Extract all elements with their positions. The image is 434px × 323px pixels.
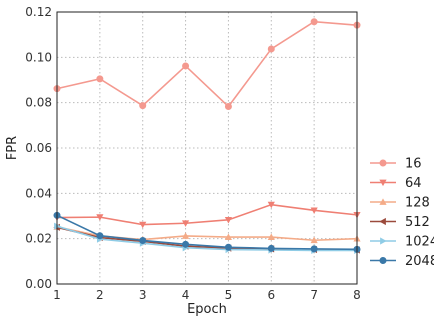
y-tick-label: 0.02	[25, 232, 52, 246]
legend-label: 128	[405, 196, 430, 211]
data-point	[224, 243, 232, 251]
x-axis-label: Epoch	[187, 302, 227, 317]
y-tick-label: 0.04	[25, 186, 52, 200]
y-tick-label: 0.12	[25, 5, 52, 19]
legend-marker	[379, 217, 386, 226]
y-axis-ticks: 0.00 0.02 0.04 0.06 0.08 0.10 0.12	[25, 5, 52, 291]
data-point	[267, 244, 275, 252]
grid	[56, 11, 358, 285]
legend-label: 2048	[405, 254, 434, 269]
y-tick-label: 0.10	[25, 50, 52, 64]
data-point	[224, 103, 232, 111]
data-point	[182, 62, 190, 70]
legend-item: 64	[370, 176, 422, 191]
legend-item: 128	[370, 196, 430, 211]
data-point	[181, 232, 190, 239]
x-tick-label: 7	[310, 288, 318, 302]
legend: 16 64 128 512 1024 2048	[370, 157, 434, 269]
data-point	[310, 207, 318, 214]
x-axis-ticks: 1 2 3 4 5 6 7 8	[53, 288, 361, 302]
legend-marker	[379, 159, 387, 167]
x-tick-label: 2	[96, 288, 104, 302]
legend-marker	[379, 257, 387, 264]
legend-label: 1024	[405, 235, 434, 250]
legend-label: 16	[405, 157, 422, 172]
legend-item: 1024	[370, 235, 434, 250]
data-point	[139, 102, 147, 110]
series-64	[53, 201, 361, 229]
x-tick-label: 1	[53, 288, 61, 302]
legend-item: 512	[370, 215, 430, 230]
data-point	[310, 245, 318, 253]
y-tick-label: 0.08	[25, 96, 52, 110]
y-axis-label: FPR	[5, 136, 20, 160]
series-group	[53, 18, 361, 255]
data-point	[224, 233, 233, 240]
y-tick-label: 0.06	[25, 141, 52, 155]
series-16	[53, 18, 361, 111]
series-line	[56, 203, 358, 226]
series-line	[56, 225, 357, 252]
data-point	[267, 233, 275, 240]
legend-marker	[380, 237, 387, 245]
data-point	[182, 240, 190, 248]
series-line	[56, 214, 358, 251]
data-point	[224, 216, 233, 224]
legend-label: 512	[405, 215, 430, 230]
legend-marker	[379, 198, 387, 205]
x-tick-label: 5	[225, 288, 233, 302]
legend-item: 2048	[370, 254, 434, 269]
data-point	[310, 236, 318, 244]
data-point	[181, 220, 190, 227]
data-point	[139, 236, 147, 244]
plot-frame	[56, 11, 358, 285]
data-point	[267, 201, 275, 209]
data-point	[139, 221, 147, 229]
y-tick-label: 0.00	[25, 277, 52, 291]
data-point	[96, 75, 104, 83]
x-tick-label: 6	[267, 288, 275, 302]
x-tick-label: 3	[139, 288, 147, 302]
data-point	[310, 18, 318, 26]
data-point	[96, 214, 104, 221]
data-point	[267, 45, 275, 53]
x-tick-label: 8	[353, 288, 361, 302]
x-tick-label: 4	[182, 288, 190, 302]
legend-marker	[379, 179, 387, 187]
series-line	[56, 20, 358, 108]
legend-item: 16	[370, 157, 422, 172]
legend-label: 64	[405, 176, 422, 191]
data-point	[96, 232, 104, 240]
